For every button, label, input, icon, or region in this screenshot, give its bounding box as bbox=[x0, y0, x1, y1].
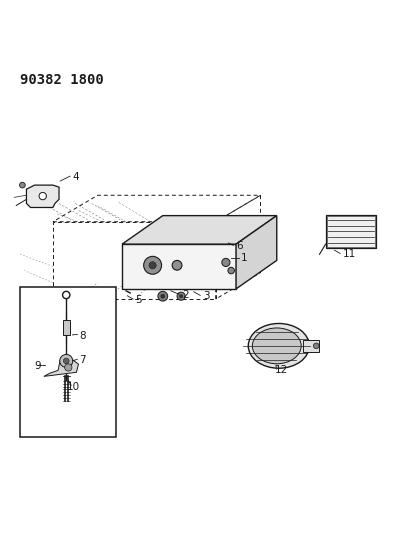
Text: 12: 12 bbox=[275, 365, 288, 375]
Bar bbox=[63, 320, 70, 335]
Circle shape bbox=[63, 358, 69, 364]
Bar bbox=[326, 215, 376, 248]
Circle shape bbox=[144, 256, 162, 274]
Text: 3: 3 bbox=[203, 291, 209, 301]
Circle shape bbox=[313, 343, 319, 349]
Text: 1: 1 bbox=[241, 253, 247, 263]
Text: 9: 9 bbox=[35, 361, 41, 371]
Circle shape bbox=[222, 259, 230, 266]
Text: 5: 5 bbox=[136, 295, 142, 305]
Circle shape bbox=[63, 292, 70, 298]
Circle shape bbox=[65, 364, 72, 371]
Circle shape bbox=[172, 261, 182, 270]
Circle shape bbox=[158, 292, 168, 301]
Polygon shape bbox=[122, 216, 277, 244]
Polygon shape bbox=[122, 244, 236, 289]
Bar bbox=[303, 340, 319, 352]
Circle shape bbox=[149, 262, 156, 269]
Circle shape bbox=[177, 292, 185, 300]
Text: 11: 11 bbox=[343, 249, 356, 259]
Ellipse shape bbox=[252, 328, 301, 364]
Circle shape bbox=[60, 354, 73, 367]
Bar bbox=[20, 287, 116, 438]
Circle shape bbox=[20, 182, 25, 188]
Text: 90382 1800: 90382 1800 bbox=[20, 73, 104, 87]
Circle shape bbox=[161, 294, 165, 298]
Text: 2: 2 bbox=[182, 290, 188, 300]
Circle shape bbox=[179, 295, 183, 298]
Text: 8: 8 bbox=[79, 330, 86, 341]
Text: 7: 7 bbox=[79, 355, 86, 365]
Text: 6: 6 bbox=[236, 241, 243, 251]
Polygon shape bbox=[44, 358, 79, 376]
Text: 4: 4 bbox=[72, 172, 79, 182]
Polygon shape bbox=[236, 216, 277, 289]
Polygon shape bbox=[26, 185, 59, 207]
Circle shape bbox=[228, 268, 234, 274]
Ellipse shape bbox=[248, 324, 309, 368]
Text: 10: 10 bbox=[67, 382, 80, 392]
Bar bbox=[327, 216, 375, 247]
Circle shape bbox=[39, 192, 46, 200]
